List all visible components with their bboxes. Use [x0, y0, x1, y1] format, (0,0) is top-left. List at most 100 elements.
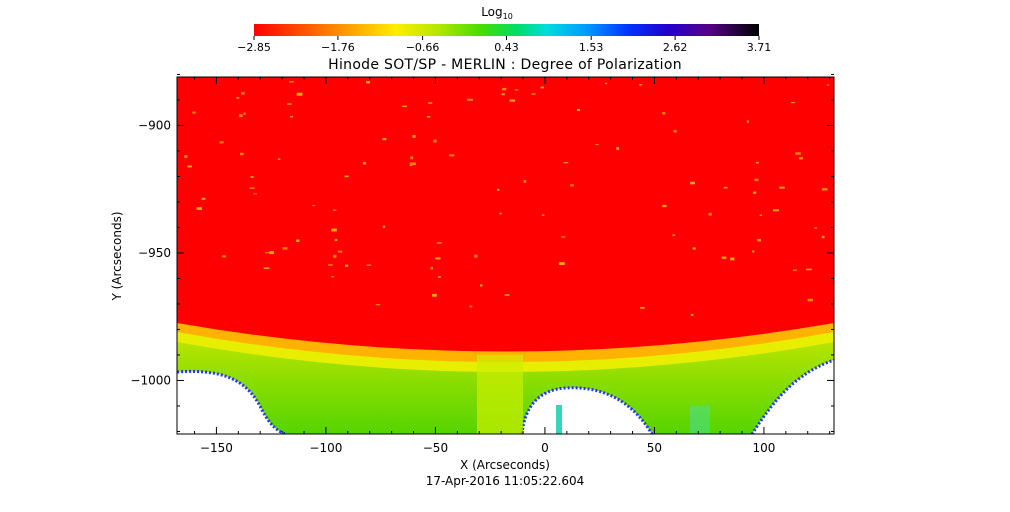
speckle	[509, 99, 516, 102]
speckle	[469, 305, 473, 308]
speckle	[362, 162, 366, 165]
speckle	[523, 180, 527, 183]
speckle	[312, 205, 316, 207]
speckle	[672, 234, 676, 236]
speckle	[296, 239, 300, 242]
speckle	[779, 186, 785, 189]
x-tick-label: 50	[647, 441, 662, 455]
speckle	[192, 111, 196, 114]
speckle	[541, 214, 545, 217]
colorbar-tick-label: −0.66	[406, 41, 440, 54]
speckle	[479, 284, 483, 287]
speckle	[662, 204, 667, 208]
speckle	[791, 101, 795, 104]
speckle	[435, 257, 441, 260]
speckle	[243, 112, 246, 115]
colorbar-label: Log10	[481, 5, 513, 21]
speckle	[296, 92, 303, 96]
speckle	[690, 313, 694, 316]
speckle	[265, 252, 271, 254]
speckle	[426, 115, 431, 118]
speckle	[382, 138, 387, 141]
colorbar-tick-label: 2.62	[663, 41, 688, 54]
speckle	[438, 276, 441, 278]
speckle	[333, 209, 337, 211]
speckle	[793, 269, 797, 271]
speckle	[430, 266, 434, 270]
speckle	[570, 184, 574, 187]
speckle	[289, 81, 294, 83]
x-tick-label: 0	[541, 441, 549, 455]
speckle	[639, 84, 643, 86]
speckle	[333, 254, 337, 258]
speckle	[249, 187, 255, 189]
speckle	[239, 152, 244, 156]
speckle	[239, 114, 243, 118]
speckle	[690, 181, 695, 185]
speckle	[201, 197, 206, 200]
x-axis-label: X (Arcseconds)	[460, 458, 550, 472]
speckle	[799, 157, 803, 160]
speckle	[673, 130, 677, 133]
speckle	[753, 191, 757, 194]
speckle	[345, 264, 349, 267]
speckle	[412, 135, 416, 138]
y-axis-label: Y (Arcseconds)	[110, 211, 124, 301]
speckle	[721, 256, 727, 259]
speckle	[499, 212, 502, 215]
colorbar-tick-label: −2.85	[237, 41, 271, 54]
speckle	[184, 155, 188, 158]
x-tick-label: −150	[200, 441, 233, 455]
speckle	[616, 146, 620, 150]
x-tick-label: −100	[309, 441, 342, 455]
speckles	[184, 81, 830, 316]
y-tick-label: −950	[138, 246, 171, 260]
speckle	[290, 115, 293, 118]
speckle	[410, 156, 414, 160]
speckle	[277, 158, 281, 160]
colorbar-tick-label: −1.76	[321, 41, 355, 54]
speckle	[563, 162, 569, 164]
speckle	[282, 247, 288, 250]
speckle	[187, 165, 192, 168]
speckle	[662, 111, 666, 115]
speckle	[466, 98, 473, 101]
speckle	[759, 214, 763, 216]
speckle	[269, 251, 274, 255]
speckle	[449, 154, 455, 157]
speckle	[795, 152, 801, 155]
date-label: 17-Apr-2016 11:05:22.604	[426, 474, 585, 488]
speckle	[501, 93, 505, 96]
plot-frame	[176, 76, 835, 435]
speckle	[497, 188, 500, 191]
boundary-center	[520, 386, 654, 434]
speckle	[514, 89, 519, 91]
speckle	[757, 238, 761, 242]
boundary-left	[177, 369, 287, 434]
no-data-center	[522, 387, 652, 434]
speckle	[219, 141, 224, 144]
speckle	[344, 175, 349, 178]
speckle	[366, 264, 372, 266]
speckle	[334, 238, 338, 242]
speckle	[241, 92, 245, 95]
speckle	[708, 212, 712, 216]
speckle	[253, 193, 257, 195]
speckle	[540, 86, 544, 89]
colorbar-tick-label: 1.53	[579, 41, 604, 54]
speckle	[196, 207, 202, 210]
vertical-streak-cyan	[556, 405, 562, 434]
speckle	[287, 103, 292, 105]
speckle	[640, 306, 645, 309]
speckle	[531, 93, 536, 95]
speckle	[755, 161, 759, 164]
speckle	[502, 87, 507, 91]
speckle	[436, 242, 442, 244]
speckle	[595, 143, 599, 146]
speckle	[754, 178, 759, 182]
speckle	[773, 209, 779, 212]
speckle	[561, 236, 566, 238]
speckle	[821, 235, 825, 239]
speckle	[382, 225, 386, 228]
